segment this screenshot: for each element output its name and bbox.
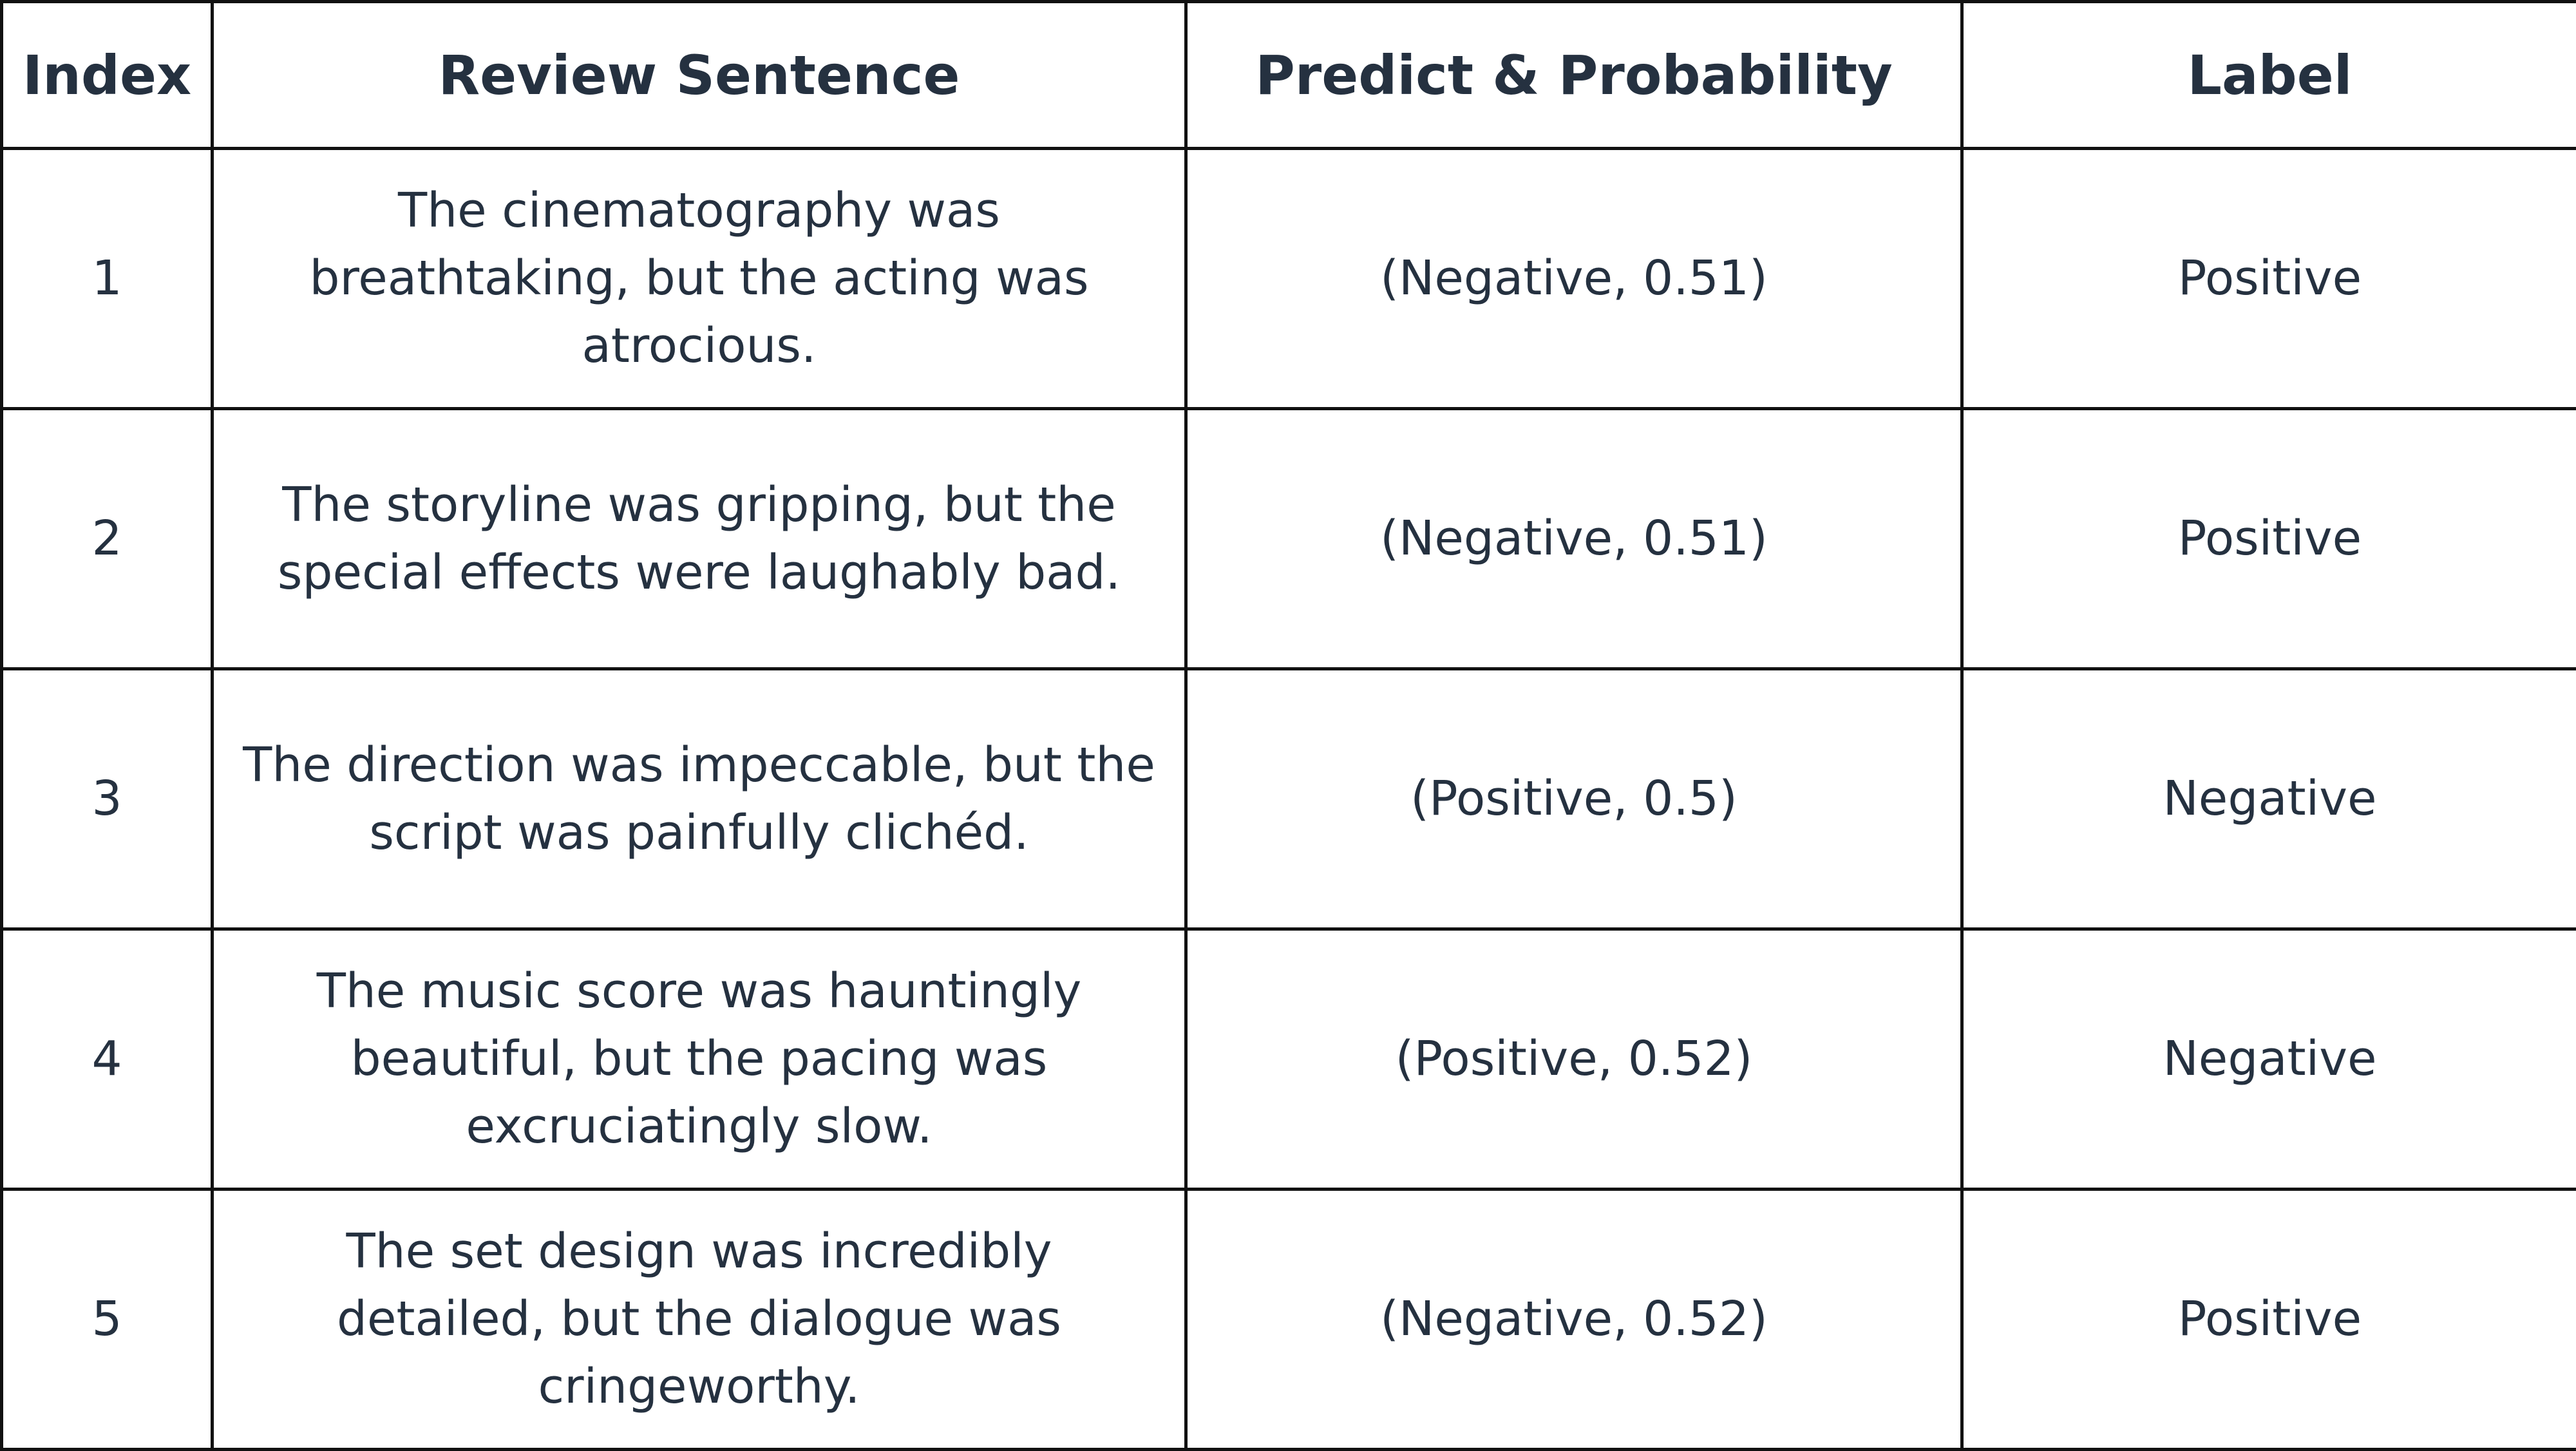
row-prediction: (Negative, 0.51) (1186, 149, 1962, 409)
header-review-sentence: Review Sentence (213, 2, 1186, 149)
table-row: 5 The set design was incredibly detailed… (2, 1190, 2576, 1450)
row-review-sentence: The direction was impeccable, but the sc… (213, 669, 1186, 929)
row-index: 2 (2, 409, 213, 669)
row-review-sentence: The cinematography was breathtaking, but… (213, 149, 1186, 409)
row-label: Positive (1962, 1190, 2576, 1450)
row-prediction: (Positive, 0.52) (1186, 929, 1962, 1190)
row-prediction: (Negative, 0.51) (1186, 409, 1962, 669)
row-review-sentence: The set design was incredibly detailed, … (213, 1190, 1186, 1450)
header-predict-probability: Predict & Probability (1186, 2, 1962, 149)
table-row: 2 The storyline was gripping, but the sp… (2, 409, 2576, 669)
row-index: 5 (2, 1190, 213, 1450)
row-label: Negative (1962, 669, 2576, 929)
row-review-sentence: The music score was hauntingly beautiful… (213, 929, 1186, 1190)
table-row: 1 The cinematography was breathtaking, b… (2, 149, 2576, 409)
row-label: Positive (1962, 409, 2576, 669)
row-review-sentence: The storyline was gripping, but the spec… (213, 409, 1186, 669)
header-index: Index (2, 2, 213, 149)
table-row: 3 The direction was impeccable, but the … (2, 669, 2576, 929)
row-index: 4 (2, 929, 213, 1190)
row-label: Negative (1962, 929, 2576, 1190)
row-label: Positive (1962, 149, 2576, 409)
table-row: 4 The music score was hauntingly beautif… (2, 929, 2576, 1190)
row-prediction: (Positive, 0.5) (1186, 669, 1962, 929)
row-index: 3 (2, 669, 213, 929)
row-prediction: (Negative, 0.52) (1186, 1190, 1962, 1450)
table-header-row: Index Review Sentence Predict & Probabil… (2, 2, 2576, 149)
row-index: 1 (2, 149, 213, 409)
header-label: Label (1962, 2, 2576, 149)
